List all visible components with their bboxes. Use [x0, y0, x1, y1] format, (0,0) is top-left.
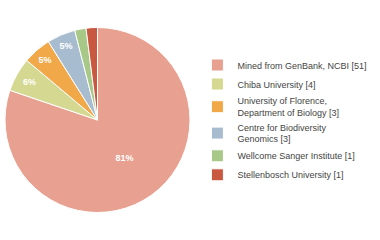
svg-text:5%: 5%	[38, 55, 51, 65]
svg-text:Wellcome Sanger Institute [1]: Wellcome Sanger Institute [1]	[237, 151, 354, 161]
svg-text:81%: 81%	[115, 153, 133, 163]
svg-text:Centre for BiodiversityGenomic: Centre for BiodiversityGenomics [3]	[237, 123, 326, 145]
svg-text:University of Florence,Departm: University of Florence,Department of Bio…	[237, 96, 339, 118]
svg-text:Mined from GenBank, NCBI [51]: Mined from GenBank, NCBI [51]	[237, 61, 366, 71]
svg-text:Stellenbosch University [1]: Stellenbosch University [1]	[237, 170, 343, 180]
svg-text:5%: 5%	[59, 41, 72, 51]
svg-text:Chiba University [4]: Chiba University [4]	[237, 80, 315, 90]
svg-text:6%: 6%	[23, 77, 36, 87]
